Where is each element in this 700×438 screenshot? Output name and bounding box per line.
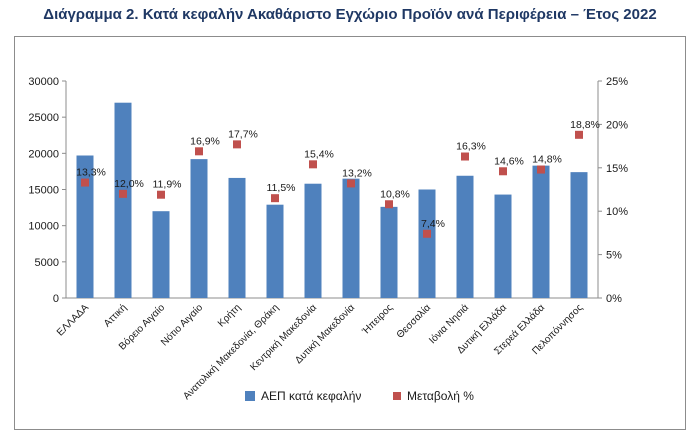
change-marker	[575, 130, 583, 139]
chart-title: Διάγραμμα 2. Κατά κεφαλήν Ακαθάριστο Εγχ…	[43, 6, 657, 23]
data-label: 13,3%	[76, 167, 106, 179]
data-label: 11,5%	[267, 182, 296, 194]
bar	[532, 165, 550, 298]
left-tick-label: 0	[53, 293, 59, 305]
data-label: 16,3%	[456, 141, 486, 153]
bar	[570, 172, 588, 298]
bar	[494, 194, 512, 298]
data-label: 18,8%	[570, 119, 600, 131]
left-tick-label: 30000	[28, 76, 59, 88]
bar	[304, 183, 322, 298]
change-marker	[461, 152, 469, 161]
category-label: ΕΛΛΑΔΑ	[55, 302, 91, 338]
data-label: 12,0%	[114, 178, 144, 190]
left-tick-label: 10000	[28, 221, 59, 233]
left-tick-label: 15000	[28, 185, 59, 197]
legend-bar-swatch	[245, 391, 255, 401]
data-label: 17,7%	[228, 128, 258, 140]
right-tick-label: 0%	[606, 293, 622, 305]
data-label: 7,4%	[421, 218, 445, 230]
legend-marker-label: Μεταβολή %	[407, 389, 474, 403]
change-marker	[233, 140, 241, 149]
category-label: Κρήτη	[215, 302, 243, 330]
combo-chart: 0 5000 10000 15000 20000 25000 30000 0% 5% 10% 15%…	[28, 76, 628, 403]
bar	[266, 204, 284, 298]
right-tick-label: 15%	[606, 163, 628, 175]
change-marker	[423, 229, 431, 238]
bar	[342, 178, 360, 298]
change-marker	[271, 194, 279, 203]
right-tick-label: 25%	[606, 76, 628, 88]
bar	[76, 155, 94, 298]
change-marker	[385, 200, 393, 209]
category-label: Θεσσαλία	[394, 301, 433, 340]
change-marker	[347, 179, 355, 188]
left-tick-label: 20000	[28, 148, 59, 160]
data-label: 16,9%	[190, 135, 220, 147]
right-tick-label: 10%	[606, 206, 628, 218]
change-marker	[81, 178, 89, 187]
left-tick-label: 5000	[35, 257, 59, 269]
category-label: Κεντρική Μακεδονία	[248, 301, 320, 373]
bar	[114, 102, 132, 298]
left-tick-label: 25000	[28, 112, 59, 124]
change-marker	[119, 189, 127, 198]
category-label: Αττική	[101, 302, 129, 330]
category-label: Ήπειρος	[360, 302, 396, 338]
chart-frame: 0 5000 10000 15000 20000 25000 30000 0% 5% 10% 15%…	[14, 36, 686, 430]
bar	[456, 175, 474, 298]
bar	[380, 206, 398, 298]
change-marker	[499, 167, 507, 176]
bar	[418, 189, 436, 298]
change-marker	[195, 147, 203, 156]
data-label: 14,8%	[532, 154, 562, 166]
data-label: 11,9%	[153, 179, 182, 191]
data-label: 15,4%	[304, 148, 334, 160]
category-label: Νότιο Αιγαίο	[158, 301, 205, 348]
change-marker	[537, 165, 545, 174]
bar	[228, 177, 246, 298]
bar	[152, 211, 170, 298]
data-label: 14,6%	[494, 155, 524, 167]
legend-bar-label: ΑΕΠ κατά κεφαλήν	[261, 389, 361, 403]
data-label: 13,2%	[342, 167, 372, 179]
bar	[190, 159, 208, 298]
change-marker	[157, 190, 165, 199]
right-tick-label: 20%	[606, 119, 628, 131]
change-marker	[309, 160, 317, 169]
data-label: 10,8%	[380, 188, 410, 200]
right-tick-label: 5%	[606, 250, 622, 262]
legend-marker-swatch	[393, 392, 401, 400]
